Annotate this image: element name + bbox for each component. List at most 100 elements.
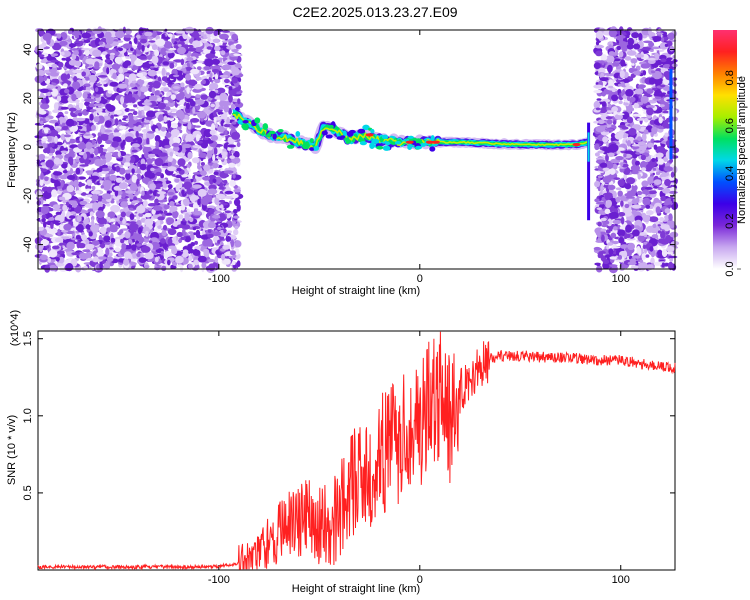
noise-blob: [133, 126, 142, 132]
noise-blob: [600, 55, 608, 61]
noise-blob: [652, 167, 656, 171]
colorbar-label: Normalized spectral amplitude: [736, 76, 748, 224]
noise-blob: [208, 157, 212, 164]
noise-blob: [97, 217, 107, 225]
noise-blob: [74, 190, 83, 194]
noise-blob: [212, 69, 220, 73]
noise-blob: [605, 229, 611, 234]
noise-blob: [72, 69, 83, 74]
noise-blob: [40, 103, 50, 110]
noise-blob: [184, 66, 193, 71]
noise-blob: [133, 116, 138, 121]
noise-blob: [167, 120, 172, 129]
noise-blob: [233, 151, 240, 158]
noise-blob: [597, 175, 603, 179]
noise-blob: [66, 175, 76, 180]
snr-xlabel: Height of straight line (km): [292, 583, 420, 595]
noise-blob: [167, 156, 173, 163]
noise-blob: [641, 167, 647, 171]
noise-blob: [128, 73, 137, 81]
ridge-blob: [286, 144, 295, 149]
noise-blob: [658, 116, 663, 124]
noise-blob: [151, 148, 162, 155]
noise-blob: [97, 115, 105, 124]
noise-blob: [221, 253, 225, 261]
noise-blob: [231, 260, 236, 266]
noise-blob: [146, 137, 150, 146]
noise-blob: [77, 49, 82, 57]
noise-blob: [56, 250, 65, 255]
noise-blob: [661, 31, 668, 36]
noise-blob: [177, 46, 186, 55]
noise-blob: [125, 172, 131, 181]
noise-blob: [60, 51, 65, 56]
ridge-blob: [407, 135, 414, 139]
noise-blob: [608, 211, 619, 219]
noise-blob: [117, 47, 124, 52]
noise-blob: [667, 33, 672, 39]
noise-blob: [146, 110, 156, 118]
ridge-blob: [266, 132, 272, 138]
noise-blob: [226, 116, 231, 125]
noise-blob: [227, 147, 232, 151]
noise-blob: [155, 183, 164, 188]
noise-blob: [71, 200, 78, 208]
noise-blob: [214, 79, 221, 84]
noise-blob: [68, 156, 74, 165]
noise-blob: [162, 61, 170, 66]
noise-blob: [655, 32, 664, 35]
noise-blob: [176, 231, 183, 238]
noise-blob: [151, 86, 155, 94]
noise-blob: [46, 186, 53, 193]
noise-blob: [38, 44, 44, 52]
noise-blob: [163, 87, 170, 92]
noise-blob: [646, 88, 654, 94]
noise-blob: [595, 201, 606, 205]
noise-blob: [187, 44, 194, 48]
noise-blob: [172, 86, 180, 89]
noise-blob: [89, 109, 97, 112]
noise-blob: [109, 81, 119, 87]
noise-blob: [192, 53, 202, 56]
noise-blob: [205, 238, 213, 247]
noise-blob: [205, 53, 216, 59]
noise-blob: [166, 77, 171, 82]
noise-blob: [167, 51, 175, 59]
noise-blob: [595, 125, 606, 133]
noise-blob: [73, 179, 79, 188]
noise-blob: [233, 209, 238, 214]
noise-blob: [642, 197, 651, 206]
noise-blob: [607, 184, 616, 190]
noise-blob: [131, 244, 137, 251]
noise-blob: [61, 57, 67, 61]
noise-blob: [668, 261, 674, 271]
noise-blob: [212, 154, 216, 162]
noise-blob: [60, 133, 66, 141]
noise-blob: [98, 41, 104, 45]
noise-blob: [669, 231, 679, 238]
noise-blob: [165, 72, 170, 76]
noise-blob: [221, 61, 227, 64]
noise-blob: [639, 161, 648, 169]
noise-blob: [220, 173, 230, 178]
noise-blob: [106, 104, 116, 112]
noise-blob: [77, 176, 87, 180]
noise-blob: [182, 143, 192, 149]
noise-blob: [617, 254, 623, 260]
noise-blob: [150, 158, 156, 162]
noise-blob: [223, 123, 231, 128]
noise-blob: [228, 200, 232, 205]
noise-blob: [95, 87, 99, 92]
noise-blob: [83, 83, 91, 87]
noise-blob: [58, 256, 65, 264]
noise-blob: [605, 153, 609, 162]
noise-blob: [235, 44, 242, 50]
noise-blob: [51, 220, 61, 223]
spectrogram-ytick-label: 0: [22, 144, 34, 150]
noise-blob: [164, 145, 171, 148]
noise-blob: [669, 247, 677, 250]
noise-blob: [102, 81, 107, 85]
noise-blob: [177, 158, 186, 167]
noise-blob: [650, 194, 655, 198]
noise-blob: [218, 186, 225, 190]
